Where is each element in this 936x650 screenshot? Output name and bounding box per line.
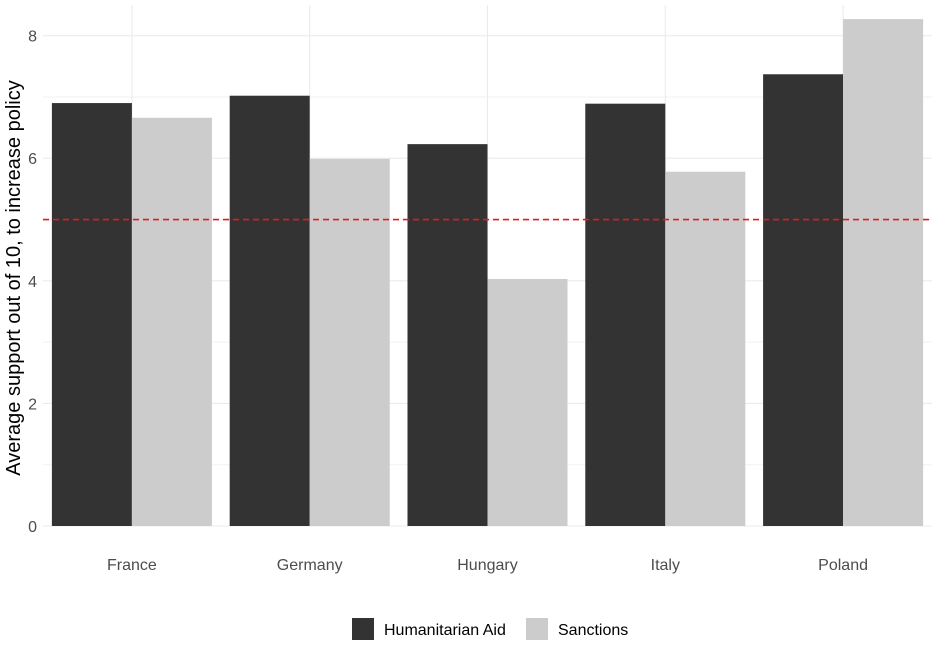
legend: Humanitarian Aid Sanctions	[352, 618, 628, 640]
x-tick-label: Poland	[818, 557, 868, 574]
bar-germany-humanitarian-aid	[229, 95, 310, 526]
bar-germany-sanctions	[309, 158, 390, 526]
legend-key	[352, 618, 374, 640]
y-tick-label: 6	[28, 151, 37, 168]
bar-italy-sanctions	[665, 171, 746, 526]
bar-hungary-sanctions	[487, 278, 568, 526]
y-tick-label: 2	[28, 396, 37, 413]
x-tick-label: Italy	[651, 557, 680, 574]
bar-poland-sanctions	[843, 19, 924, 526]
bar-hungary-humanitarian-aid	[407, 144, 488, 527]
x-tick-label: Hungary	[457, 557, 517, 574]
bar-france-sanctions	[131, 117, 212, 526]
x-tick-label: France	[107, 557, 157, 574]
bar-italy-humanitarian-aid	[585, 103, 666, 526]
bar-poland-humanitarian-aid	[763, 74, 844, 526]
bar-france-humanitarian-aid	[51, 103, 132, 526]
y-tick-label: 0	[28, 519, 37, 536]
y-tick-label: 8	[28, 29, 37, 46]
x-axis-tick-labels: France Germany Hungary Italy Poland	[107, 557, 868, 574]
y-axis-tick-labels: 0 2 4 6 8	[28, 29, 37, 536]
legend-key	[526, 618, 548, 640]
legend-label: Sanctions	[558, 622, 628, 639]
bars	[51, 19, 924, 527]
x-tick-label: Germany	[277, 557, 343, 574]
legend-label: Humanitarian Aid	[384, 622, 506, 639]
y-tick-label: 4	[28, 274, 37, 291]
y-axis-title: Average support out of 10, to increase p…	[3, 80, 25, 475]
